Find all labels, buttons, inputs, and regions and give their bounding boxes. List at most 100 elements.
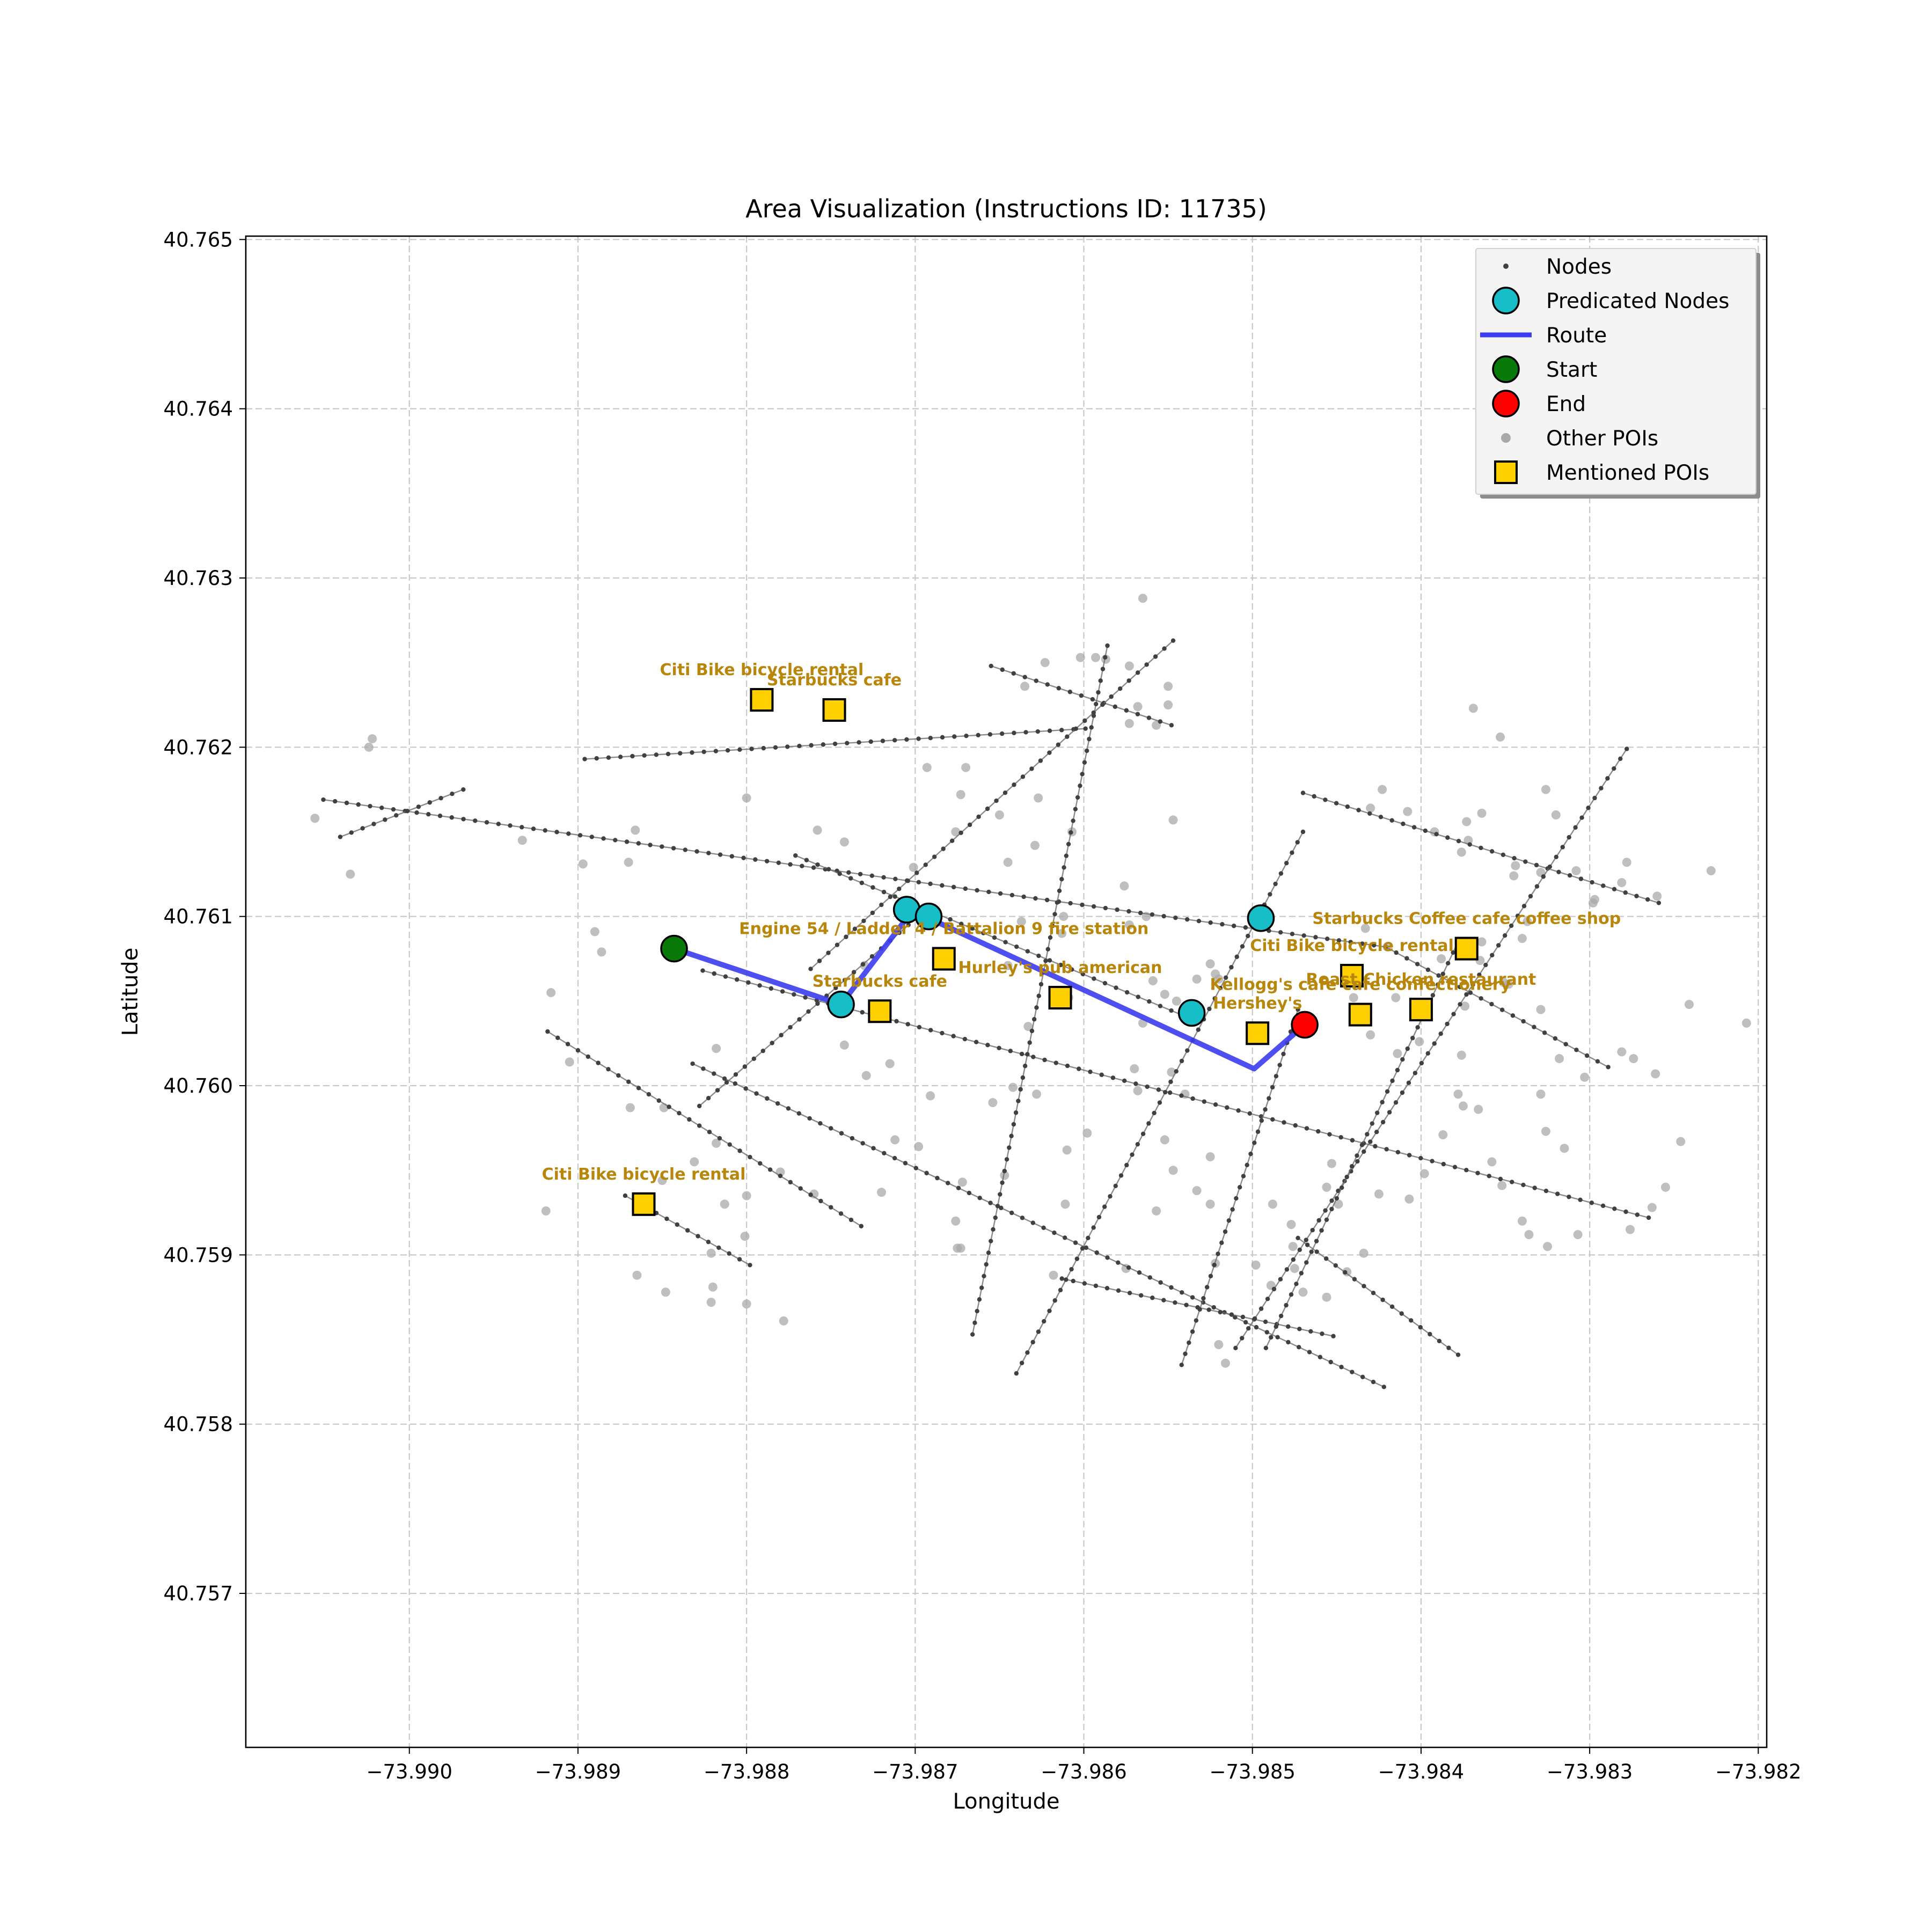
street-node [1185,1048,1190,1053]
street-node [1033,896,1038,901]
street-node [1047,958,1052,963]
other-poi-point [839,837,849,847]
street-node [1447,979,1452,984]
street-node [1624,747,1629,751]
street-node [725,748,730,753]
street-node [1009,1210,1014,1216]
other-poi-point [1536,1005,1546,1014]
street-node [1055,900,1059,905]
street-node [880,738,885,743]
street-node [1542,1030,1547,1035]
street-node [903,1161,908,1166]
street-node [596,1060,601,1065]
street-node [1136,994,1140,999]
street-node [677,1110,682,1116]
street-node [1387,1110,1392,1115]
other-poi-point [890,1135,900,1145]
street-node [496,822,501,826]
street-node [1314,1239,1319,1243]
other-poi-point [1163,700,1173,709]
street-node [1404,956,1409,961]
street-node [1389,1304,1395,1309]
street-node [1240,1336,1245,1341]
other-poi-point [885,1059,895,1069]
street-node [1290,850,1294,855]
street-node [948,917,953,922]
street-node [776,860,781,865]
street-node [1419,1060,1424,1066]
street-node [989,1239,993,1243]
other-poi-point [1366,1030,1375,1040]
y-tick-label: 40.757 [164,1582,233,1605]
other-poi-point [1403,807,1413,816]
street-node [1094,701,1099,707]
other-poi-point [720,1199,729,1209]
street-node [1635,1212,1640,1217]
street-node [742,1064,748,1069]
street-node [995,1204,1000,1209]
street-node [449,815,454,820]
street-node [1179,1093,1184,1098]
street-node [1096,1214,1102,1220]
street-node [1079,693,1084,698]
other-poi-point [1487,1157,1497,1167]
street-node [1452,1165,1458,1169]
street-node [1211,1305,1216,1310]
street-node [851,970,857,975]
mentioned-poi-label: Kellogg's cafe cafe confectionery [1210,976,1511,994]
street-node [1515,913,1520,918]
street-node [793,853,798,858]
other-poi-point [1536,1089,1546,1099]
street-node [1052,1298,1057,1303]
mentioned-poi-marker [1246,1021,1270,1045]
street-node [999,731,1005,736]
other-poi-point [1016,917,1026,926]
street-node [804,858,809,862]
street-node [1137,1270,1142,1275]
street-node [1014,944,1019,949]
street-node [1077,1066,1081,1071]
street-node [349,830,354,835]
other-poi-point [1060,1199,1070,1209]
street-node [618,755,623,759]
street-node [972,1320,977,1326]
other-poi-point [1374,1189,1384,1199]
y-axis-label: Latitude [118,948,143,1036]
street-node [1113,704,1118,709]
street-node [1567,835,1571,840]
street-node [928,881,933,887]
other-poi-point [1359,1248,1368,1258]
legend: Nodes Predicated Nodes Route Start End Other … [1475,248,1760,499]
other-poi-point [632,1270,642,1280]
street-node [815,862,820,867]
street-node [982,1274,986,1279]
street-node [437,814,443,818]
street-node [1042,1319,1046,1324]
street-node [1393,1100,1399,1105]
street-node [869,954,875,959]
street-node [946,1181,950,1185]
street-node [1180,1290,1184,1295]
street-node [1008,1049,1013,1053]
street-node [646,1092,652,1097]
x-tick-label: −73.990 [367,1760,452,1783]
other-poi-point [813,825,822,835]
other-poi-point [657,1176,667,1185]
street-node [1139,1293,1144,1298]
street-node [1115,907,1119,912]
street-node [748,1154,752,1160]
other-poi-point [1130,1064,1139,1073]
street-node [1263,1345,1269,1350]
street-node [967,822,972,828]
street-node [1202,1099,1207,1104]
other-poi-point [1511,861,1520,870]
street-node [1634,894,1639,898]
street-node [1309,1249,1314,1254]
street-node [1248,1151,1253,1157]
street-node [1023,730,1028,735]
street-node [1190,1096,1195,1101]
other-poi-point [590,927,599,936]
predicated-node [914,902,943,931]
street-node [829,1126,833,1131]
